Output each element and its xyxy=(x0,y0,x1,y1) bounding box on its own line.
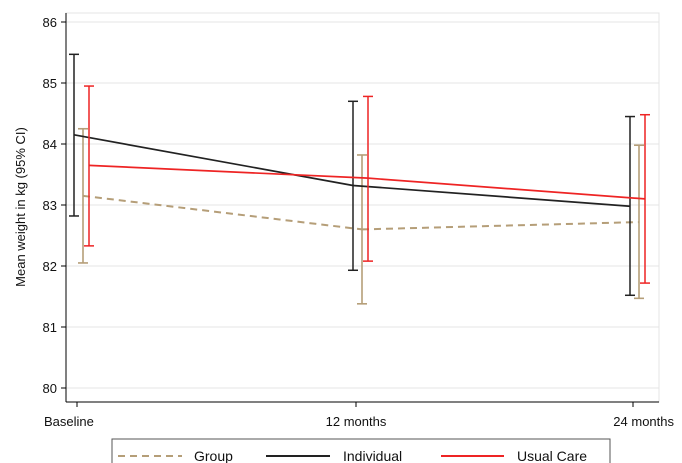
legend-box xyxy=(111,438,611,463)
series-line-segment xyxy=(82,194,363,231)
legend-item: Individual xyxy=(266,448,402,463)
x-tick-label: Baseline xyxy=(44,414,94,429)
axes: 80 81 82 83 84 85 86 Baseline 12 months 24 months xyxy=(43,13,674,429)
y-tick-label: 80 xyxy=(43,381,57,396)
series-line-segment xyxy=(73,134,354,187)
legend: Group Individual Usual Care xyxy=(111,438,611,463)
series-line-segment xyxy=(361,221,640,231)
y-tick-label: 82 xyxy=(43,259,57,274)
legend-item: Usual Care xyxy=(441,448,587,463)
y-tick-label: 85 xyxy=(43,76,57,91)
series-usual-care xyxy=(84,85,650,284)
y-tick-label: 84 xyxy=(43,137,57,152)
y-tick-label: 81 xyxy=(43,320,57,335)
y-tick-label: 83 xyxy=(43,198,57,213)
legend-label: Usual Care xyxy=(517,448,587,463)
legend-item: Group xyxy=(118,448,233,463)
series-line-segment xyxy=(88,164,369,180)
y-tick-label: 86 xyxy=(43,15,57,30)
series-group xyxy=(78,127,644,305)
legend-label: Group xyxy=(194,448,233,463)
legend-label: Individual xyxy=(343,448,402,463)
series-line-segment xyxy=(367,177,646,200)
x-tick-label: 12 months xyxy=(326,414,387,429)
series-line-segment xyxy=(352,184,631,208)
x-tick-label: 24 months xyxy=(613,414,674,429)
series-layer xyxy=(69,53,650,305)
series-individual xyxy=(69,53,635,297)
y-axis-title: Mean weight in kg (95% CI) xyxy=(13,127,28,287)
